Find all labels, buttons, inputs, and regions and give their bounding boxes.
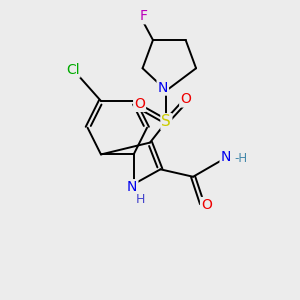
Text: N: N [158, 81, 168, 94]
Text: S: S [161, 114, 171, 129]
Text: F: F [140, 9, 148, 23]
Text: N: N [220, 150, 231, 164]
Text: O: O [180, 92, 191, 106]
Text: O: O [201, 198, 212, 212]
Text: N: N [127, 180, 137, 194]
Text: Cl: Cl [66, 63, 80, 77]
Text: -H: -H [234, 152, 247, 165]
Text: O: O [134, 97, 145, 111]
Text: H: H [136, 193, 145, 206]
